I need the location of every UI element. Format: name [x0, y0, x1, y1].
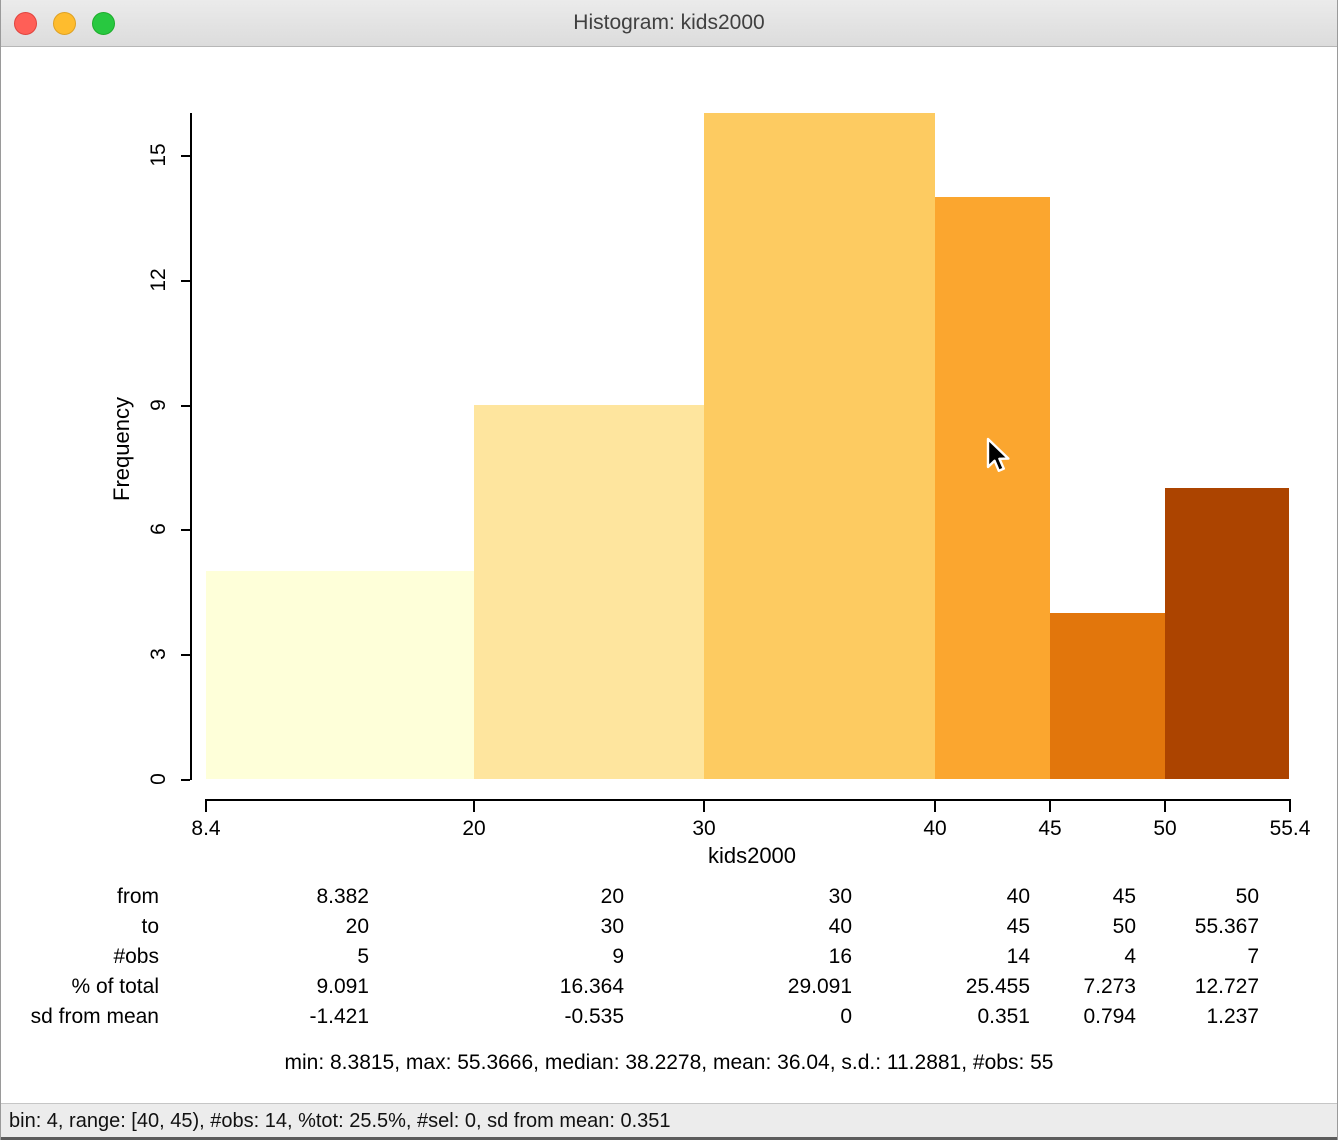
- histogram-bar[interactable]: [935, 197, 1050, 779]
- y-axis-title: Frequency: [109, 397, 134, 501]
- stats-cell: 25.455: [965, 975, 1030, 998]
- stats-cell: 12.727: [1194, 975, 1259, 998]
- histogram-bar[interactable]: [474, 405, 704, 779]
- x-tick-label: 55.4: [1269, 817, 1311, 840]
- y-tick-label: 0: [147, 773, 170, 785]
- histogram-bar[interactable]: [704, 113, 935, 779]
- stats-cell: 16: [828, 945, 852, 968]
- zoom-button[interactable]: [92, 12, 115, 35]
- x-tick-mark: [703, 799, 705, 812]
- x-tick-label: 45: [1038, 817, 1062, 840]
- summary-statistics: min: 8.3815, max: 55.3666, median: 38.22…: [284, 1051, 1054, 1074]
- close-button[interactable]: [14, 12, 37, 35]
- status-bar-text: bin: 4, range: [40, 45), #obs: 14, %tot:…: [9, 1110, 671, 1132]
- stats-row-label: from: [117, 885, 159, 908]
- y-tick-mark: [181, 155, 190, 157]
- stats-cell: 55.367: [1194, 915, 1259, 938]
- histogram-bar[interactable]: [206, 571, 474, 779]
- x-tick-label: 30: [692, 817, 716, 840]
- x-tick-mark: [1289, 799, 1291, 812]
- stats-cell: 7: [1247, 945, 1259, 968]
- stats-cell: 50: [1235, 885, 1259, 908]
- stats-cell: 9: [612, 945, 624, 968]
- y-tick-label: 15: [147, 143, 170, 167]
- title-bar[interactable]: Histogram: kids2000: [1, 0, 1337, 47]
- y-tick-mark: [181, 654, 190, 656]
- stats-cell: 4: [1124, 945, 1136, 968]
- stats-cell: 30: [600, 915, 624, 938]
- stats-cell: 45: [1006, 915, 1030, 938]
- stats-cell: 1.237: [1206, 1005, 1259, 1028]
- x-tick-mark: [473, 799, 475, 812]
- x-axis-line: [206, 799, 1290, 801]
- stats-row-label: #obs: [113, 945, 159, 968]
- minimize-button[interactable]: [53, 12, 76, 35]
- stats-cell: 16.364: [559, 975, 624, 998]
- stats-row-label: to: [141, 915, 159, 938]
- histogram-bar[interactable]: [1165, 488, 1289, 779]
- stats-cell: 20: [600, 885, 624, 908]
- stats-cell: 40: [1006, 885, 1030, 908]
- stats-cell: 30: [828, 885, 852, 908]
- y-tick-mark: [181, 529, 190, 531]
- y-axis-line: [190, 113, 192, 780]
- x-tick-label: 50: [1153, 817, 1177, 840]
- stats-cell: 14: [1006, 945, 1030, 968]
- stats-cell: 45: [1112, 885, 1136, 908]
- y-tick-label: 6: [147, 523, 170, 535]
- y-tick-label: 12: [147, 268, 170, 292]
- stats-cell: -0.535: [564, 1005, 624, 1028]
- y-tick-label: 9: [147, 399, 170, 411]
- stats-cell: 29.091: [787, 975, 852, 998]
- stats-cell: 50: [1112, 915, 1136, 938]
- stats-cell: -1.421: [309, 1005, 369, 1028]
- y-tick-mark: [181, 779, 190, 781]
- x-tick-mark: [1164, 799, 1166, 812]
- x-tick-label: 20: [462, 817, 486, 840]
- status-bar: bin: 4, range: [40, 45), #obs: 14, %tot:…: [1, 1103, 1337, 1140]
- stats-cell: 20: [345, 915, 369, 938]
- stats-cell: 0.794: [1083, 1005, 1136, 1028]
- x-tick-mark: [205, 799, 207, 812]
- y-tick-mark: [181, 280, 190, 282]
- x-tick-mark: [1049, 799, 1051, 812]
- x-axis-title: kids2000: [707, 843, 797, 868]
- stats-cell: 5: [357, 945, 369, 968]
- stats-cell: 9.091: [316, 975, 369, 998]
- y-tick-mark: [181, 405, 190, 407]
- window-title: Histogram: kids2000: [573, 11, 765, 34]
- histogram-bar[interactable]: [1050, 613, 1165, 779]
- stats-cell: 0.351: [977, 1005, 1030, 1028]
- x-tick-label: 8.4: [191, 817, 221, 840]
- x-tick-label: 40: [923, 817, 947, 840]
- stats-cell: 40: [828, 915, 852, 938]
- stats-cell: 8.382: [316, 885, 369, 908]
- stats-cell: 0: [840, 1005, 852, 1028]
- stats-cell: 7.273: [1083, 975, 1136, 998]
- x-tick-mark: [934, 799, 936, 812]
- y-tick-label: 3: [147, 648, 170, 660]
- stats-row-label: % of total: [71, 975, 159, 998]
- stats-row-label: sd from mean: [30, 1005, 159, 1028]
